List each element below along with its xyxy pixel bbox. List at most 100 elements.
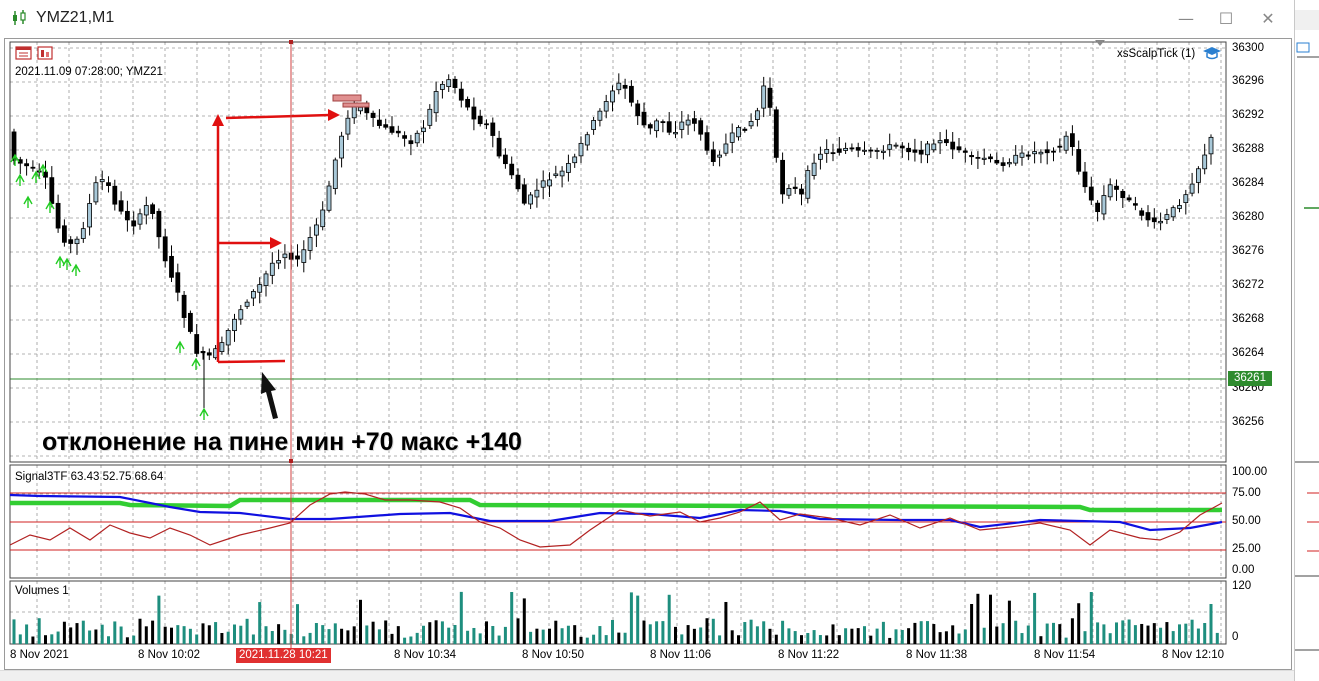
volume-bar [629,592,633,644]
candle-body [654,120,659,132]
candle-body [616,82,622,91]
properties-icon[interactable] [15,46,32,60]
candle-body [1070,133,1075,148]
candle-body [553,173,559,176]
volume-bar [62,621,66,644]
volume-bar [938,632,942,644]
candle-body [1051,150,1056,153]
candle-body [244,301,250,307]
candle-body [610,90,615,103]
time-axis-label: 8 Nov 10:34 [394,649,457,661]
volume-bar [919,621,923,644]
chart-overlays [289,40,293,648]
volume-bar [869,635,873,644]
candle-body [93,182,99,203]
volume-bar [113,621,117,644]
time-axis-label: 8 Nov 11:38 [906,649,968,661]
volume-bar [321,625,325,644]
close-button[interactable]: ✕ [1248,5,1288,33]
volume-bar [340,628,344,644]
volume-bar [283,629,287,644]
volume-bar [667,594,671,644]
candle-body [843,147,848,151]
volume-bar [176,625,180,644]
price-axis-label: 36296 [1232,75,1264,87]
time-axis-label: 8 Nov 10:50 [522,649,585,661]
time-axis-label: 8 Nov 11:06 [650,649,712,661]
volume-bar [151,620,155,644]
volume-bar [396,626,400,644]
volume-bar [982,627,986,644]
candle-body [679,121,685,130]
candle-body [597,110,603,121]
crosshair-marker [289,40,293,44]
volume-bar [333,623,337,644]
volume-bar [422,625,425,644]
candle-body [962,150,968,153]
volume-bar [674,626,677,644]
candle-body [698,120,704,135]
volume-bar [346,630,350,644]
candle-body [1158,220,1163,224]
window-title: YMZ21,M1 [36,9,115,26]
candle-body [313,224,319,236]
candle-body [162,236,168,262]
candle-body [408,140,414,145]
candle-body [666,121,672,133]
candle-body [1133,203,1138,206]
volume-axis-label: 120 [1232,580,1252,592]
candle-body [364,106,370,114]
candle-body [622,84,628,89]
up-arrow-icon [71,263,81,276]
volume-bar [1039,636,1043,644]
candle-body [755,110,760,120]
volume-bar [226,631,230,644]
volume-bar [390,633,394,644]
side-panel [1294,0,1319,681]
volume-bar [1077,603,1081,644]
candle-body [591,120,596,130]
volume-bar [970,604,974,644]
volume-bar [119,626,123,644]
title-bar[interactable]: YMZ21,M1 — ☐ ✕ [0,0,1294,38]
chart-grid [10,42,1226,644]
candle-body [748,121,754,127]
minimize-button[interactable]: — [1166,5,1206,33]
volume-bar [844,628,848,644]
candle-body [534,189,540,198]
price-candles [11,73,1214,408]
side-panel-decor [1295,10,1319,651]
chart-toolbar[interactable] [15,45,55,61]
candle-body [1088,186,1094,201]
candle-body [376,119,382,126]
price-axis-label: 36284 [1232,177,1264,189]
candle-body [395,130,401,134]
volume-bar [1026,625,1030,644]
candle-body [452,78,458,88]
candle-body [320,209,326,228]
shift-marker-icon[interactable] [1094,39,1106,47]
candle-body [181,294,187,318]
volume-bar [214,622,218,644]
volume-bar [995,626,999,644]
maximize-button[interactable]: ☐ [1206,5,1246,33]
volume-bar [107,636,110,644]
volume-bar [900,629,904,644]
volume-bar [100,624,104,644]
arrow-up-icon [212,114,224,126]
volume-bar [18,634,22,644]
candle-body [433,91,439,114]
crosshair-time-badge: 2021.11.28 10:21 [236,648,331,663]
volume-bar [1159,627,1163,644]
candle-body [439,83,445,90]
candle-body [717,154,722,158]
candle-body [477,115,483,125]
depth-of-market-icon[interactable] [37,46,53,60]
candle-body [1063,135,1069,151]
candle-body [1189,183,1195,194]
volume-bar [636,595,640,644]
candle-body [912,149,918,153]
volume-bar [472,627,476,644]
graduation-cap-icon[interactable] [1202,45,1222,61]
